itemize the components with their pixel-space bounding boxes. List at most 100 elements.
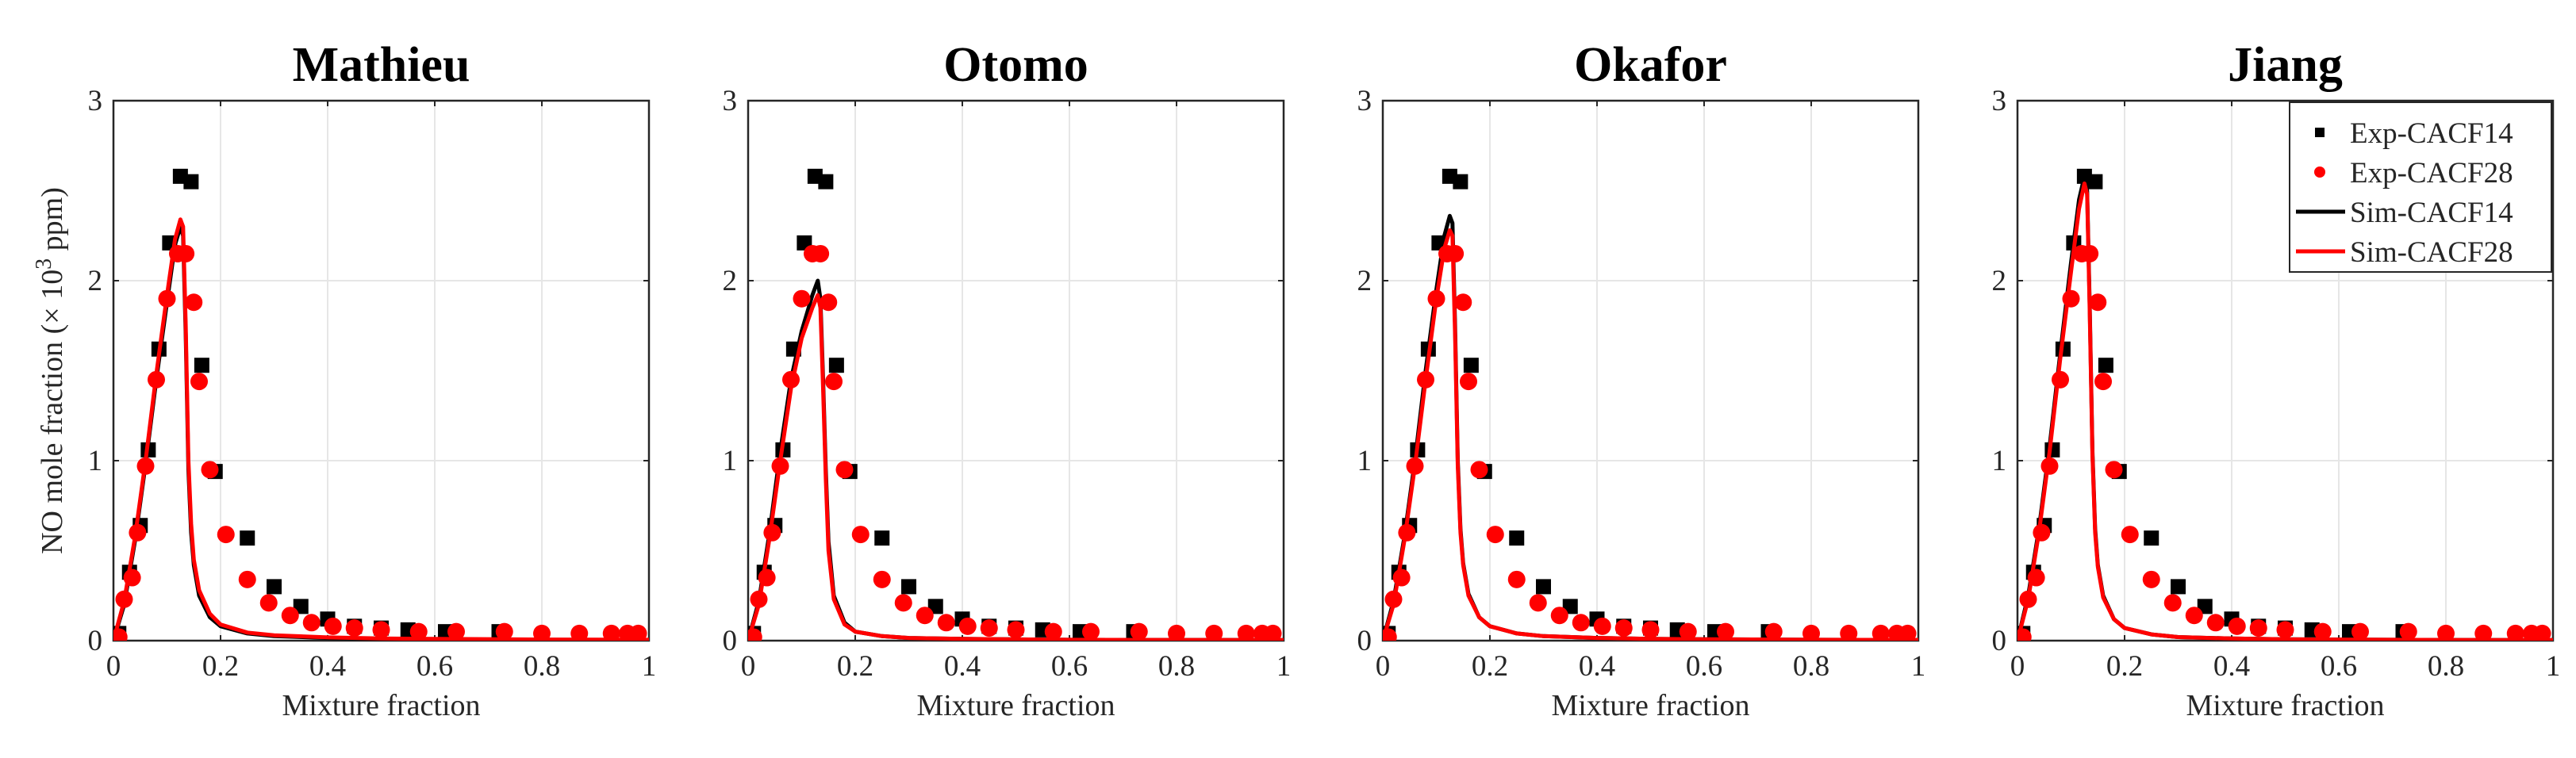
x-tick-label: 1 — [1276, 650, 1292, 683]
exp-cacf28-point — [1383, 628, 1397, 641]
y-tick-label: 2 — [1992, 265, 2007, 297]
exp-cacf28-point — [2052, 370, 2069, 389]
legend-entry-label: Exp-CACF14 — [2350, 117, 2513, 150]
exp-cacf28-point — [2040, 457, 2059, 475]
exp-cacf28-point — [1398, 523, 1416, 542]
y-tick-label: 0 — [1357, 625, 1372, 657]
y-tick-label: 1 — [1992, 445, 2007, 477]
y-tick-label: 0 — [723, 625, 738, 657]
exp-cacf28-point — [1550, 607, 1568, 625]
exp-cacf28-point — [2276, 621, 2294, 639]
exp-cacf28-point — [748, 628, 762, 641]
panel-okafor: 0 0.2 0.4 0.6 0.8 1 0 1 2 3 Mixture fraction Okafor — [1357, 38, 1926, 722]
exp-cacf28-point — [894, 594, 912, 612]
exp-cacf28-point — [1044, 622, 1062, 641]
x-tick-label: 0.6 — [1051, 650, 1088, 683]
exp-cacf28-point — [2185, 607, 2203, 625]
panel-title: Otomo — [943, 38, 1088, 92]
exp-cacf28-point — [825, 373, 843, 391]
exp-cacf28-point — [1572, 614, 1590, 632]
exp-cacf28-point — [1454, 293, 1472, 312]
exp-cacf28-point — [1593, 617, 1611, 635]
legend-marker-exp-cacf14 — [2315, 128, 2325, 137]
y-tick-label: 3 — [1357, 85, 1372, 117]
exp-cacf28-point — [937, 614, 955, 632]
exp-cacf14-point — [267, 579, 282, 595]
x-tick-label: 0.4 — [944, 650, 981, 683]
x-tick-label: 0.2 — [2106, 650, 2143, 683]
exp-cacf28-point — [2027, 568, 2045, 587]
y-axis-label-sup: 3 — [32, 258, 56, 270]
legend-marker-exp-cacf28 — [2314, 167, 2325, 178]
x-tick-label: 0.6 — [1686, 650, 1722, 683]
y-tick-label: 1 — [1357, 445, 1372, 477]
exp-cacf28-point — [851, 526, 870, 544]
exp-cacf28-point — [324, 617, 342, 635]
exp-cacf28-point — [1898, 624, 1917, 641]
y-tick-label: 2 — [1357, 265, 1372, 297]
exp-cacf28-point — [1679, 622, 1697, 641]
exp-cacf28-point — [1406, 457, 1424, 475]
x-tick-label: 0.2 — [202, 650, 239, 683]
y-axis-label-suffix: ppm) — [36, 187, 69, 258]
exp-cacf28-point — [2094, 373, 2112, 391]
exp-cacf14-point — [828, 358, 844, 373]
exp-cacf28-point — [1392, 568, 1411, 587]
x-axis-label: Mixture fraction — [282, 689, 480, 722]
exp-cacf28-point — [1840, 624, 1858, 641]
exp-cacf28-point — [1168, 624, 1185, 641]
exp-cacf28-point — [873, 570, 891, 588]
exp-cacf14-point — [1453, 174, 1468, 190]
exp-cacf28-point — [2062, 289, 2080, 308]
exp-cacf28-point — [190, 373, 208, 391]
exp-cacf14-point — [1536, 579, 1551, 595]
legend-entry-label: Sim-CACF14 — [2350, 197, 2513, 229]
y-tick-label: 2 — [723, 265, 738, 297]
exp-cacf14-point — [240, 530, 255, 546]
panel-mathieu: 0 0.2 0.4 0.6 0.8 1 0 1 2 3 Mixture fraction NO mol… — [32, 38, 656, 722]
panel-title: Mathieu — [293, 38, 470, 92]
y-tick-label: 0 — [1992, 625, 2007, 657]
exp-cacf28-point — [1007, 621, 1025, 639]
exp-cacf28-point — [2533, 624, 2551, 641]
x-axis-label: Mixture fraction — [1551, 689, 1749, 722]
exp-cacf28-point — [2206, 614, 2225, 632]
exp-cacf28-point — [1460, 373, 1477, 391]
exp-cacf28-point — [1614, 619, 1633, 637]
exp-cacf14-point — [818, 174, 834, 190]
exp-cacf28-point — [750, 590, 768, 608]
exp-cacf14-point — [1463, 358, 1479, 373]
exp-cacf28-point — [2017, 628, 2032, 641]
exp-cacf28-point — [1417, 370, 1434, 389]
exp-cacf28-point — [1264, 624, 1282, 641]
y-axis-label-prefix: NO mole fraction (× 10 — [36, 270, 69, 554]
exp-cacf28-point — [2033, 523, 2051, 542]
exp-cacf28-point — [2105, 461, 2123, 479]
exp-cacf28-point — [136, 457, 155, 475]
exp-cacf28-point — [2506, 624, 2524, 641]
exp-cacf28-point — [1802, 624, 1820, 641]
panel-title: Jiang — [2228, 38, 2343, 92]
exp-cacf28-point — [1446, 244, 1465, 262]
exp-cacf14-point — [2171, 579, 2186, 595]
exp-cacf28-point — [2019, 590, 2037, 608]
exp-cacf28-point — [980, 619, 998, 637]
exp-cacf28-point — [1237, 624, 1255, 641]
exp-cacf28-point — [1507, 570, 1526, 588]
exp-cacf28-point — [2249, 619, 2267, 637]
x-tick-label: 0.2 — [837, 650, 873, 683]
exp-cacf28-point — [1205, 624, 1223, 641]
sim-cacf28-line — [1383, 228, 1918, 641]
exp-cacf14-point — [2144, 530, 2159, 546]
x-tick-label: 0 — [2010, 650, 2025, 683]
exp-cacf28-point — [763, 523, 781, 542]
x-axis-label: Mixture fraction — [916, 689, 1115, 722]
exp-cacf28-point — [916, 607, 934, 625]
x-tick-label: 0.8 — [1158, 650, 1195, 683]
exp-cacf28-point — [1529, 594, 1547, 612]
exp-cacf28-point — [259, 594, 278, 612]
exp-cacf28-point — [177, 244, 195, 262]
exp-cacf28-point — [409, 622, 428, 641]
exp-cacf28-point — [1764, 622, 1783, 641]
exp-cacf28-point — [602, 624, 620, 641]
